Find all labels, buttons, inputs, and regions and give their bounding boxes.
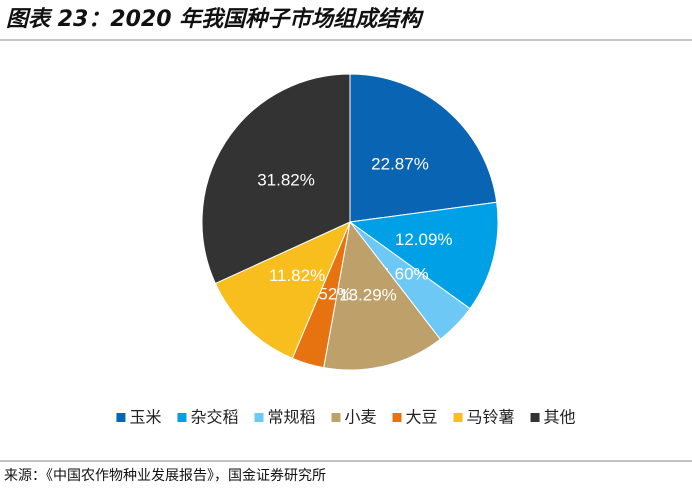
legend-swatch (453, 413, 463, 422)
legend-swatch (254, 413, 264, 422)
legend-item: 马铃薯 (453, 408, 515, 427)
slice-label: 13.29% (339, 285, 397, 304)
legend-item: 小麦 (331, 408, 377, 427)
legend-item: 玉米 (116, 408, 161, 427)
legend-label: 其他 (544, 408, 576, 427)
legend-item: 其他 (530, 408, 576, 427)
source-note: 来源：《中国农作物种业发展报告》，国金证券研究所 (4, 468, 326, 484)
pie-slice (201, 73, 351, 285)
legend-label: 常规稻 (267, 408, 315, 427)
legend-item: 常规稻 (254, 408, 315, 427)
legend-label: 大豆 (406, 408, 438, 427)
legend-label: 杂交稻 (190, 408, 238, 427)
legend-swatch (530, 413, 540, 422)
legend-swatch (392, 413, 402, 422)
legend-swatch (331, 413, 341, 422)
slice-label: 22.87% (371, 154, 429, 173)
legend-item: 大豆 (392, 408, 438, 427)
legend-item: 杂交稻 (177, 408, 238, 427)
legend-swatch (116, 413, 126, 422)
pie-slice (349, 73, 498, 223)
legend-label: 马铃薯 (467, 408, 515, 427)
pie-slice (214, 221, 351, 359)
legend-label: 玉米 (129, 408, 161, 427)
slice-label: 31.82% (257, 170, 315, 189)
legend-swatch (177, 413, 187, 422)
legend-label: 小麦 (344, 408, 376, 427)
slice-label: 11.82% (269, 266, 325, 285)
pie: 22.87%12.09%4.60%13.29%3.52%11.82%31.82% (201, 73, 499, 371)
legend: 玉米 杂交稻 常规稻 小麦 大豆 马铃薯 其他 (116, 408, 576, 427)
pie-slice (323, 220, 441, 371)
chart-title: 图表 23：2020 年我国种子市场组成结构 (6, 6, 424, 32)
pie-slice (348, 201, 499, 310)
slice-label: 12.09% (395, 230, 453, 249)
